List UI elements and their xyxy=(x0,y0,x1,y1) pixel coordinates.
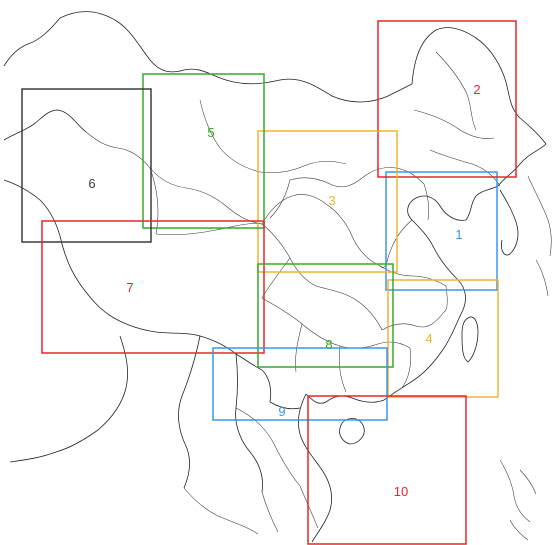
region-box-3 xyxy=(257,130,398,273)
region-label-9: 9 xyxy=(278,404,285,419)
region-label-4: 4 xyxy=(425,331,432,346)
region-box-9 xyxy=(212,347,388,421)
region-label-7: 7 xyxy=(126,280,133,295)
region-box-8 xyxy=(257,263,394,368)
region-box-1 xyxy=(385,171,498,291)
region-box-10 xyxy=(307,395,467,545)
region-boxes xyxy=(21,20,517,545)
country-borders xyxy=(3,11,552,543)
region-label-2: 2 xyxy=(473,82,480,97)
region-label-5: 5 xyxy=(207,125,214,140)
region-box-7 xyxy=(41,220,265,354)
region-box-5 xyxy=(142,73,265,229)
region-labels: 1 2 3 4 5 6 7 8 9 10 xyxy=(88,82,480,499)
region-box-2 xyxy=(377,20,517,178)
region-label-6: 6 xyxy=(88,176,95,191)
region-label-8: 8 xyxy=(325,337,332,352)
region-label-1: 1 xyxy=(455,227,462,242)
region-box-4 xyxy=(387,279,499,398)
region-label-3: 3 xyxy=(328,193,335,208)
region-label-10: 10 xyxy=(394,484,408,499)
region-box-6 xyxy=(21,88,152,243)
